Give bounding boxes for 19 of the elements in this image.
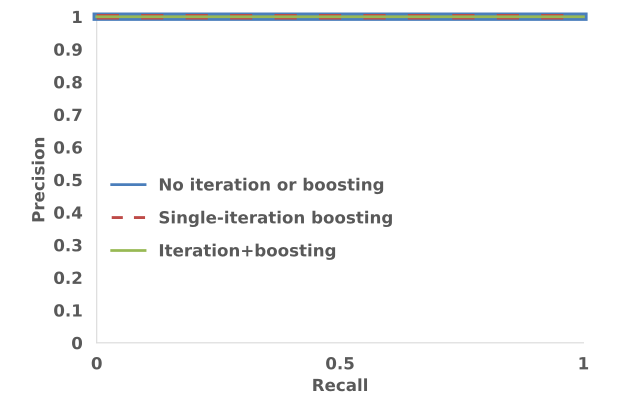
- legend-label: Single-iteration boosting: [160, 210, 392, 227]
- y-tick-label: 0.5: [54, 174, 82, 186]
- x-tick-label: 1: [580, 357, 588, 370]
- y-tick-label: 0.2: [54, 272, 82, 284]
- y-tick-label: 0.4: [54, 206, 82, 219]
- y-tick-label: 0.1: [54, 304, 82, 317]
- y-tick-label: 0: [72, 336, 82, 350]
- x-tick-label: 0.5: [326, 356, 354, 370]
- y-tick-label: 1: [73, 10, 82, 24]
- y-tick-label: 0.9: [54, 43, 82, 56]
- y-tick-label: 0.8: [54, 76, 82, 88]
- y-tick-label: 0.7: [54, 108, 82, 122]
- x-tick-label: 0: [92, 356, 102, 370]
- x-axis-title: Recall: [313, 378, 368, 392]
- y-tick-label: 0.6: [54, 141, 82, 154]
- legend-label: Iteration+boosting: [160, 244, 336, 260]
- y-tick-label: 0.3: [54, 238, 82, 252]
- y-axis-title: Precision: [32, 138, 45, 222]
- legend-label: No iteration or boosting: [160, 178, 384, 194]
